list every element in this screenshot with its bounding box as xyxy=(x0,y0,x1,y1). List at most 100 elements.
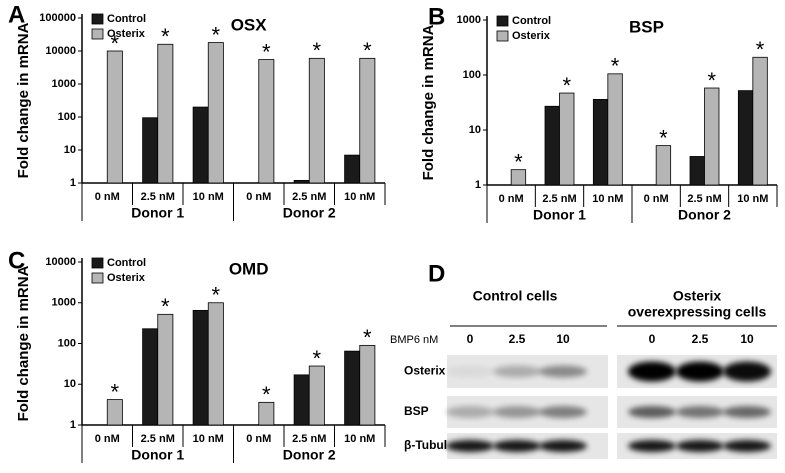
significance-marker: * xyxy=(514,149,523,174)
legend-label: Osterix xyxy=(107,28,146,40)
legend-label: Osterix xyxy=(512,30,551,42)
lane-label: 0 xyxy=(649,332,656,346)
blot-band xyxy=(723,406,771,418)
significance-marker: * xyxy=(313,38,322,63)
significance-marker: * xyxy=(212,22,221,47)
x-tick-label: 0 nM xyxy=(499,193,524,205)
group-label: Donor 2 xyxy=(283,205,336,221)
bar xyxy=(344,154,361,184)
legend-swatch xyxy=(91,13,104,25)
legend-label: Control xyxy=(107,257,146,269)
significance-marker: * xyxy=(313,346,322,371)
lane-label: 0 xyxy=(467,332,474,346)
bar xyxy=(704,87,720,186)
significance-marker: * xyxy=(161,294,170,319)
group-label: Donor 1 xyxy=(131,205,184,221)
x-tick-label: 10 nM xyxy=(344,433,375,445)
group-label: Donor 2 xyxy=(678,207,731,223)
chart-title: OMD xyxy=(229,259,269,278)
y-axis-label: Fold change in mRNA xyxy=(420,24,437,180)
lane-label: 10 xyxy=(740,332,754,346)
y-tick-label: 10000 xyxy=(45,45,76,57)
y-tick-label: 100 xyxy=(463,69,481,81)
x-tick-label: 2.5 nM xyxy=(542,193,576,205)
y-tick-label: 10000 xyxy=(45,256,76,268)
panel-label: B xyxy=(428,3,445,30)
significance-marker: * xyxy=(562,73,571,98)
bar xyxy=(559,92,575,186)
significance-marker: * xyxy=(111,379,120,404)
legend-swatch xyxy=(496,15,509,27)
legend-swatch xyxy=(91,28,104,40)
bar xyxy=(592,99,609,186)
bar xyxy=(544,105,560,186)
x-tick-label: 2.5 nM xyxy=(141,191,175,203)
x-tick-label: 0 nM xyxy=(644,193,669,205)
bar xyxy=(752,56,768,186)
blot-header: Control cells xyxy=(473,288,558,304)
bar xyxy=(258,59,275,184)
blot-band xyxy=(539,440,587,452)
blot-band xyxy=(446,406,494,418)
bar xyxy=(293,179,310,184)
bar xyxy=(192,309,209,426)
bar xyxy=(737,90,754,186)
x-tick-label: 0 nM xyxy=(95,433,120,445)
bar xyxy=(106,399,123,426)
bar xyxy=(157,313,174,426)
panel-label: D xyxy=(428,260,445,287)
legend-label: Control xyxy=(107,13,146,25)
bar xyxy=(510,169,527,186)
bar xyxy=(344,350,361,426)
significance-marker: * xyxy=(659,125,668,150)
x-tick-label: 2.5 nM xyxy=(292,433,326,445)
significance-marker: * xyxy=(262,39,271,64)
significance-marker: * xyxy=(363,38,372,63)
blot-band xyxy=(676,440,724,452)
bar xyxy=(359,344,376,426)
blot-band xyxy=(493,365,541,378)
y-tick-label: 1000 xyxy=(52,297,76,309)
x-tick-label: 0 nM xyxy=(246,191,271,203)
bar xyxy=(293,374,310,426)
bar xyxy=(192,106,209,184)
blot-header: overexpressing cells xyxy=(628,304,767,320)
bar xyxy=(689,156,705,186)
lane-label: 2.5 xyxy=(692,332,709,346)
y-tick-label: 10 xyxy=(469,124,481,136)
lane-label: 2.5 xyxy=(509,332,526,346)
blot-band xyxy=(628,440,676,452)
blot-band xyxy=(446,440,494,452)
significance-marker: * xyxy=(707,68,716,93)
row-label: β-Tubulin xyxy=(404,438,458,452)
y-tick-label: 10 xyxy=(64,144,76,156)
significance-marker: * xyxy=(363,325,372,350)
y-tick-label: 1000 xyxy=(52,78,76,90)
blot-band xyxy=(676,361,724,382)
y-axis-label: Fold change in mRNA xyxy=(15,22,32,178)
bar xyxy=(359,57,376,184)
legend-label: Osterix xyxy=(107,272,146,284)
significance-marker: * xyxy=(111,31,120,56)
significance-marker: * xyxy=(212,283,221,308)
significance-marker: * xyxy=(756,37,765,62)
bar xyxy=(607,73,623,186)
bar xyxy=(308,57,325,184)
x-tick-label: 10 nM xyxy=(193,191,224,203)
x-tick-label: 2.5 nM xyxy=(141,433,175,445)
y-tick-label: 1 xyxy=(70,419,76,431)
bar xyxy=(207,42,224,184)
y-axis-label: Fold change in mRNA xyxy=(15,265,32,421)
row-label: BSP xyxy=(404,404,429,418)
blot-band xyxy=(676,406,724,418)
blot-header: Osterix xyxy=(673,288,721,304)
bar xyxy=(142,117,159,184)
chart-title: BSP xyxy=(629,17,664,36)
bar xyxy=(142,328,159,426)
x-tick-label: 10 nM xyxy=(193,433,224,445)
blot-band xyxy=(628,406,676,418)
x-tick-label: 10 nM xyxy=(592,193,623,205)
panel-label: A xyxy=(8,1,25,28)
bar xyxy=(157,43,174,184)
